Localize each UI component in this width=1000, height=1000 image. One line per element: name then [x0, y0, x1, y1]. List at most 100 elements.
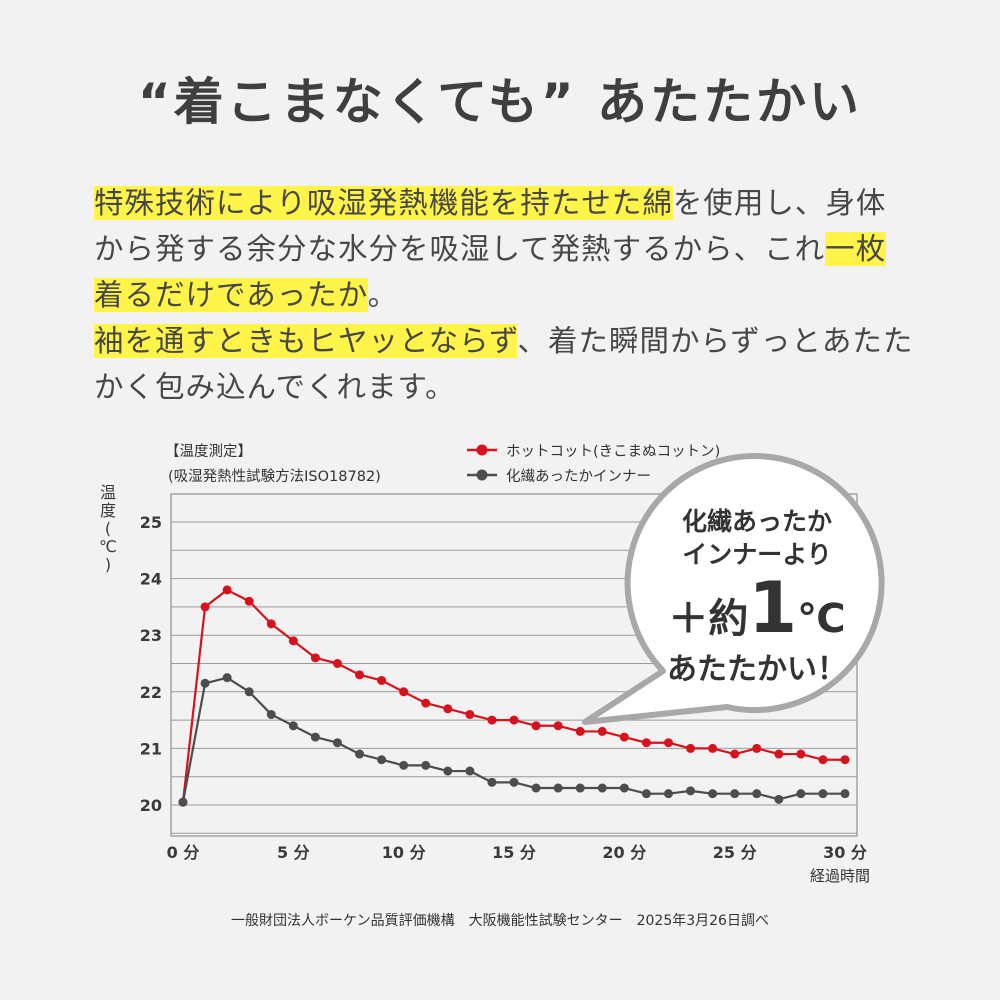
callout-big-unit: ℃ — [797, 596, 845, 642]
data-point — [421, 760, 431, 770]
data-point — [774, 749, 784, 759]
page-title: “着こまなくても” あたたかい — [137, 73, 863, 131]
x-tick-label: 5 分 — [277, 843, 310, 862]
description: 特殊技術により吸湿発熱機能を持たせた綿を使用し、身体から発する余分な水分を吸湿し… — [94, 180, 914, 410]
data-point — [310, 732, 320, 742]
data-point — [531, 721, 541, 731]
highlighted-text: 特殊技術により吸湿発熱機能を持たせた綿 — [94, 186, 673, 220]
data-point — [377, 675, 387, 685]
data-point — [421, 698, 431, 708]
data-point — [244, 596, 254, 606]
footer-source: 一般財団法人ボーケン品質評価機構 大阪機能性試験センター 2025年3月26日調… — [231, 913, 769, 929]
data-point — [641, 738, 651, 748]
data-point — [222, 585, 232, 595]
data-point — [200, 678, 210, 688]
x-axis-label: 経過時間 — [810, 867, 870, 885]
data-point — [663, 789, 673, 799]
legend-item-red: ホットコット(きこまぬコットン) — [467, 443, 720, 460]
highlighted-text: 袖を通すときもヒヤッとならず — [94, 324, 518, 358]
data-point — [796, 749, 806, 759]
y-tick-label: 22 — [140, 683, 162, 702]
data-point — [399, 760, 409, 770]
y-tick-label: 23 — [140, 626, 162, 645]
data-point — [840, 789, 850, 799]
callout-big: ＋約1℃ — [668, 567, 845, 649]
data-point — [200, 602, 210, 612]
data-point — [266, 619, 276, 629]
data-point — [509, 715, 519, 725]
data-point — [818, 789, 828, 799]
data-point — [730, 749, 740, 759]
callout-big-prefix: ＋約 — [668, 596, 748, 642]
measurement-title: 【温度測定】 — [165, 443, 252, 460]
data-point — [708, 789, 718, 799]
y-tick-labels: 20 21 22 23 24 25 — [140, 513, 162, 815]
data-point — [178, 797, 188, 807]
callout-big-number: 1 — [748, 567, 797, 649]
x-tick-label: 15 分 — [492, 843, 536, 862]
body-text-segment: 、着た瞬間からずっとあたたかく包み込んでくれます。 — [94, 324, 914, 404]
data-point — [619, 732, 629, 742]
data-point — [310, 653, 320, 663]
legend-label-gray: 化繊あったかインナー — [506, 468, 651, 485]
data-point — [730, 789, 740, 799]
y-axis-label-text: 温度(℃) — [99, 483, 117, 574]
x-tick-label: 0 分 — [167, 843, 200, 862]
data-point — [752, 789, 762, 799]
description-paragraph-2: 袖を通すときもヒヤッとならず、着た瞬間からずっとあたたかく包み込んでくれます。 — [94, 324, 913, 404]
data-point — [686, 786, 696, 796]
callout-bubble: 化繊あったか インナーより ＋約1℃ あたたかい！ — [582, 453, 885, 725]
data-point — [487, 777, 497, 787]
callout-shape — [582, 453, 885, 725]
legend-item-gray: 化繊あったかインナー — [467, 468, 651, 485]
data-point — [355, 670, 365, 680]
y-tick-label: 25 — [140, 513, 162, 532]
data-point — [332, 738, 342, 748]
data-point — [840, 755, 850, 765]
data-point — [355, 749, 365, 759]
data-point — [708, 743, 718, 753]
legend-label-red: ホットコット(きこまぬコットン) — [506, 443, 720, 460]
x-tick-label: 30 分 — [823, 843, 867, 862]
legend: ホットコット(きこまぬコットン) 化繊あったかインナー — [467, 443, 720, 485]
callout-line-4: あたたかい！ — [667, 652, 847, 687]
data-point — [575, 726, 585, 736]
data-point — [487, 715, 497, 725]
legend-marker-gray — [476, 469, 488, 481]
body-text-segment: を使用し、身体から発する余分な水分を吸湿して発熱するから、これ — [94, 186, 887, 266]
data-point — [222, 673, 232, 683]
data-point — [641, 789, 651, 799]
data-point — [332, 659, 342, 668]
callout-line-2: インナーより — [682, 540, 832, 569]
data-point — [443, 704, 453, 714]
data-point — [796, 789, 806, 799]
data-point — [774, 794, 784, 804]
data-point — [465, 766, 475, 776]
data-point — [686, 743, 696, 753]
x-tick-label: 10 分 — [382, 843, 426, 862]
callout-line-1: 化繊あったか — [682, 507, 832, 536]
body-text-segment: 。 — [367, 278, 399, 312]
x-tick-label: 20 分 — [602, 843, 646, 862]
data-point — [509, 777, 519, 787]
data-point — [266, 709, 276, 719]
data-point — [531, 783, 541, 793]
data-point — [619, 783, 629, 793]
data-point — [443, 766, 453, 776]
data-point — [752, 743, 762, 753]
y-tick-label: 24 — [140, 570, 162, 589]
data-point — [553, 783, 563, 793]
data-point — [288, 636, 298, 646]
data-point — [377, 755, 387, 765]
data-point — [399, 687, 409, 697]
data-point — [553, 721, 563, 731]
x-tick-label: 25 分 — [713, 843, 757, 862]
data-point — [818, 755, 828, 765]
legend-marker-red — [476, 444, 488, 456]
data-point — [244, 687, 254, 697]
measurement-method: (吸湿発熱性試験方法ISO18782) — [168, 468, 381, 485]
y-tick-label: 21 — [140, 739, 162, 758]
data-point — [465, 709, 475, 719]
x-tick-labels: 0 分 5 分 10 分 15 分 20 分 25 分 30 分 — [167, 843, 867, 862]
